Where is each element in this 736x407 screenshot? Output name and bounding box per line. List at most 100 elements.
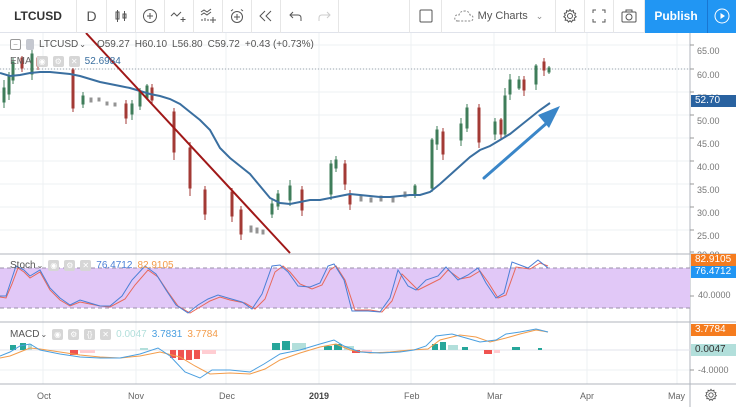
close-icon[interactable]: ✕ [80,260,92,271]
time-label: May [668,391,686,401]
stoch-d-price-label: 82.9105 [691,254,736,266]
legend-low: L56.80 [172,39,203,50]
macd-hist-price-label: 0.0047 [691,344,736,356]
legend-change: +0.43 (+0.73%) [244,39,314,50]
time-label: Feb [404,391,420,401]
price-tick: 25.00 [697,231,720,241]
chevron-down-icon[interactable]: ⌄ [40,330,48,339]
alert-button[interactable] [223,0,252,33]
legend-symbol[interactable]: LTCUSD [39,39,79,50]
my-charts-label: My Charts [477,10,528,22]
settings-icon[interactable]: ⚙ [52,56,64,67]
stoch-label[interactable]: Stoch [10,260,36,271]
macd-label[interactable]: MACD [10,329,40,340]
play-icon [714,8,730,24]
ema-label: EMA [10,56,32,67]
price-tick: 50.00 [697,116,720,126]
ema-price-label: 52.70 [691,95,736,107]
settings-icon[interactable]: ⚙ [64,260,76,271]
legend-open: O59.27 [96,39,130,50]
gear-icon [704,388,718,402]
macd-signal-line [0,329,549,375]
stoch-axis-tick: 40.0000 [698,290,731,300]
eye-icon[interactable]: ◉ [48,260,60,271]
chevron-down-icon[interactable]: ⌄ [36,261,44,270]
price-axis[interactable] [690,44,694,371]
add-compare-icon [143,9,157,23]
play-button[interactable] [708,0,736,33]
price-tick: 45.00 [697,139,720,149]
financials-button[interactable] [194,0,223,33]
chart-canvas[interactable] [0,33,736,407]
collapse-icon[interactable]: − [10,39,21,50]
stoch-legend: Stoch ⌄ ◉ ⚙ ✕ 76.4712 82.9105 [10,260,174,271]
macd-histogram [10,341,542,360]
settings-button[interactable] [556,0,585,33]
interval-button[interactable]: D [77,0,107,33]
my-charts-button[interactable]: My Charts ⌄ [442,0,556,33]
legend-close: C59.72 [207,39,240,50]
price-axis-labels: 65.00 60.00 55.00 50.00 45.00 40.00 35.0… [697,40,720,262]
source-code-icon[interactable]: {} [84,329,96,340]
time-label: Apr [580,391,595,401]
uptrend-arrow [482,106,560,180]
cloud-icon [453,10,474,22]
downtrend-line [85,33,291,254]
symbol-search-button[interactable]: LTCUSD [0,0,77,33]
fullscreen-icon [592,9,606,23]
price-tick: 30.00 [697,208,720,218]
price-tick: 60.00 [697,70,720,80]
compare-button[interactable] [136,0,165,33]
indicators-button[interactable] [165,0,194,33]
undo-button[interactable] [281,0,310,33]
publish-button[interactable]: Publish [645,0,708,33]
settings-icon[interactable]: ⚙ [68,329,80,340]
legend-high: H60.10 [134,39,168,50]
chart-area[interactable]: 65.00 60.00 55.00 50.00 45.00 40.00 35.0… [0,33,736,407]
fullscreen-button[interactable] [585,0,614,33]
stoch-d-value: 82.9105 [137,260,174,271]
camera-icon [621,9,637,23]
top-toolbar: LTCUSD D My Charts ⌄ Publish [0,0,736,33]
stoch-k-price-label: 76.4712 [691,266,736,278]
price-tick: 65.00 [697,46,720,56]
alert-icon [230,9,244,23]
close-icon[interactable]: ✕ [100,329,112,340]
chevron-down-icon: ⌄ [535,10,544,21]
stoch-d-line [0,262,549,314]
redo-button[interactable] [310,0,339,33]
price-tick: 40.00 [697,162,720,172]
time-label: Nov [128,391,145,401]
toolbar-spacer [339,0,410,33]
macd-line [0,328,549,379]
eye-icon[interactable]: ◉ [36,56,48,67]
macd-axis-tick: -4.0000 [698,365,729,375]
financials-icon [200,8,216,23]
axis-settings-button[interactable] [704,388,718,407]
redo-icon [318,11,331,21]
gear-icon [563,8,577,23]
chevron-down-icon[interactable]: ⌄ [79,40,86,49]
chart-type-button[interactable] [107,0,136,33]
eye-icon[interactable]: ◉ [52,329,64,340]
macd-signal-value: 3.7784 [187,329,218,340]
main-legend: − LTCUSD ⌄ O59.27 H60.10 L56.80 C59.72 +… [10,39,314,50]
ema-value: 52.6984 [84,56,121,67]
replay-button[interactable] [252,0,281,33]
undo-icon [288,11,301,21]
macd-legend: MACD ⌄ ◉ ⚙ {} ✕ 0.0047 3.7831 3.7784 [10,329,218,340]
candlestick-icon [115,10,127,22]
close-icon[interactable]: ✕ [68,56,80,67]
time-label: Mar [487,391,503,401]
indicators-icon [170,11,186,22]
time-label: Dec [219,391,236,401]
macd-signal-price-label: 3.7784 [691,324,736,336]
symbol-flag-icon [26,39,34,50]
layout-button[interactable] [410,0,442,33]
replay-icon [259,10,272,22]
time-label: 2019 [309,391,330,401]
time-axis[interactable]: Oct Nov Dec 2019 Feb Mar Apr May [0,385,690,407]
snapshot-button[interactable] [614,0,645,33]
stoch-k-line [0,259,549,314]
macd-hist-value: 0.0047 [116,329,147,340]
